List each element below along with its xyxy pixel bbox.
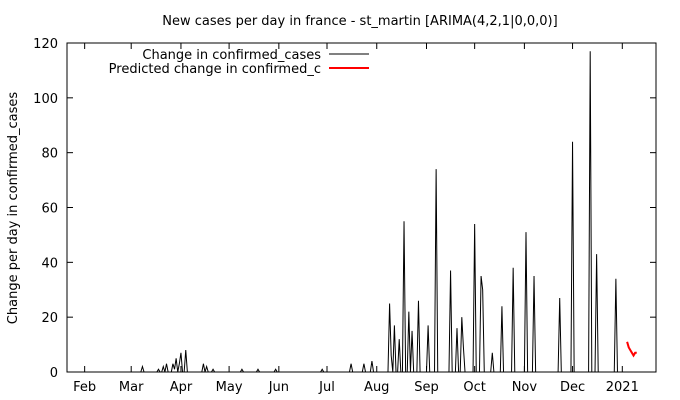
y-tick-label: 120 [33, 37, 58, 52]
x-tick-label: Aug [364, 380, 389, 395]
y-tick-label: 60 [41, 202, 58, 217]
plot-frame [66, 42, 657, 373]
x-tick-label: Oct [463, 380, 485, 395]
x-tick-label: Jun [268, 380, 289, 395]
x-tick-label: Sep [414, 380, 439, 395]
y-tick-label: 100 [33, 92, 58, 107]
x-tick-label: Mar [119, 380, 144, 395]
x-axis: Feb Mar Apr May Jun Jul Aug Sep Oct Nov Dec 2021 [73, 43, 639, 395]
legend-label: Predicted change in confirmed_c [109, 62, 321, 77]
x-tick-label: Jul [318, 380, 335, 395]
legend-label: Change in confirmed_cases [142, 48, 321, 63]
x-tick-label: May [216, 380, 243, 395]
series-line-actual [67, 51, 618, 373]
x-tick-label: Nov [512, 380, 538, 395]
series-layer [67, 51, 637, 373]
x-tick-label: Apr [170, 380, 193, 395]
x-tick-label: 2021 [606, 380, 639, 395]
y-tick-label: 80 [41, 147, 58, 162]
y-axis: 0 20 40 60 80 100 120 [33, 37, 656, 381]
chart-title: New cases per day in france - st_martin … [162, 14, 557, 29]
y-axis-label: Change per day in confirmed_cases [6, 92, 21, 325]
y-tick-label: 0 [50, 366, 58, 381]
x-tick-label: Dec [560, 380, 585, 395]
series-line-predicted [626, 341, 637, 358]
y-tick-label: 20 [41, 311, 58, 326]
x-tick-label: Feb [73, 380, 96, 395]
y-tick-label: 40 [41, 256, 58, 271]
